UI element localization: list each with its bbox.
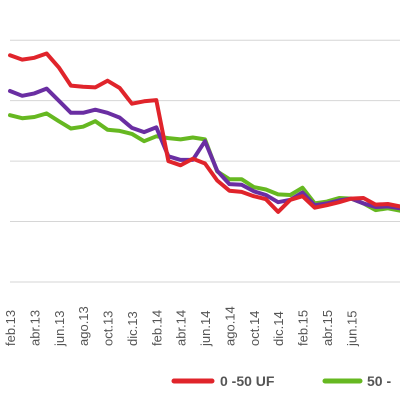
x-tick-label: feb.15: [296, 310, 311, 346]
x-tick-label: jun.13: [52, 311, 67, 347]
x-tick-label: abr.15: [320, 310, 335, 346]
x-tick-label: jun.15: [344, 311, 359, 347]
series-line-2: [8, 86, 400, 211]
x-tick-label: abr.13: [27, 310, 42, 346]
x-tick-label: ago.13: [76, 306, 91, 346]
gridlines: [10, 39, 400, 283]
x-tick-label: dic.13: [125, 311, 140, 346]
series-line-0: [8, 51, 400, 214]
x-tick-label: ago.14: [222, 306, 237, 346]
x-tick-label: oct.13: [101, 311, 116, 346]
x-tick-label: oct.14: [247, 311, 262, 346]
x-tick-label: feb.14: [149, 310, 164, 346]
x-tick-label: dic.14: [271, 311, 286, 346]
series-lines: [8, 51, 400, 214]
x-axis-tick-labels: feb.13 abr.13 jun.13 ago.13 oct.13 dic.13 feb.…: [3, 306, 359, 347]
legend-label-series-0: 0 -50 UF: [220, 373, 275, 389]
x-tick-label: abr.14: [174, 310, 189, 346]
legend: 0 -50 UF 50 -: [171, 373, 391, 389]
x-tick-label: feb.13: [3, 310, 18, 346]
legend-label-series-1: 50 -: [367, 373, 391, 389]
x-tick-label: jun.14: [198, 311, 213, 347]
